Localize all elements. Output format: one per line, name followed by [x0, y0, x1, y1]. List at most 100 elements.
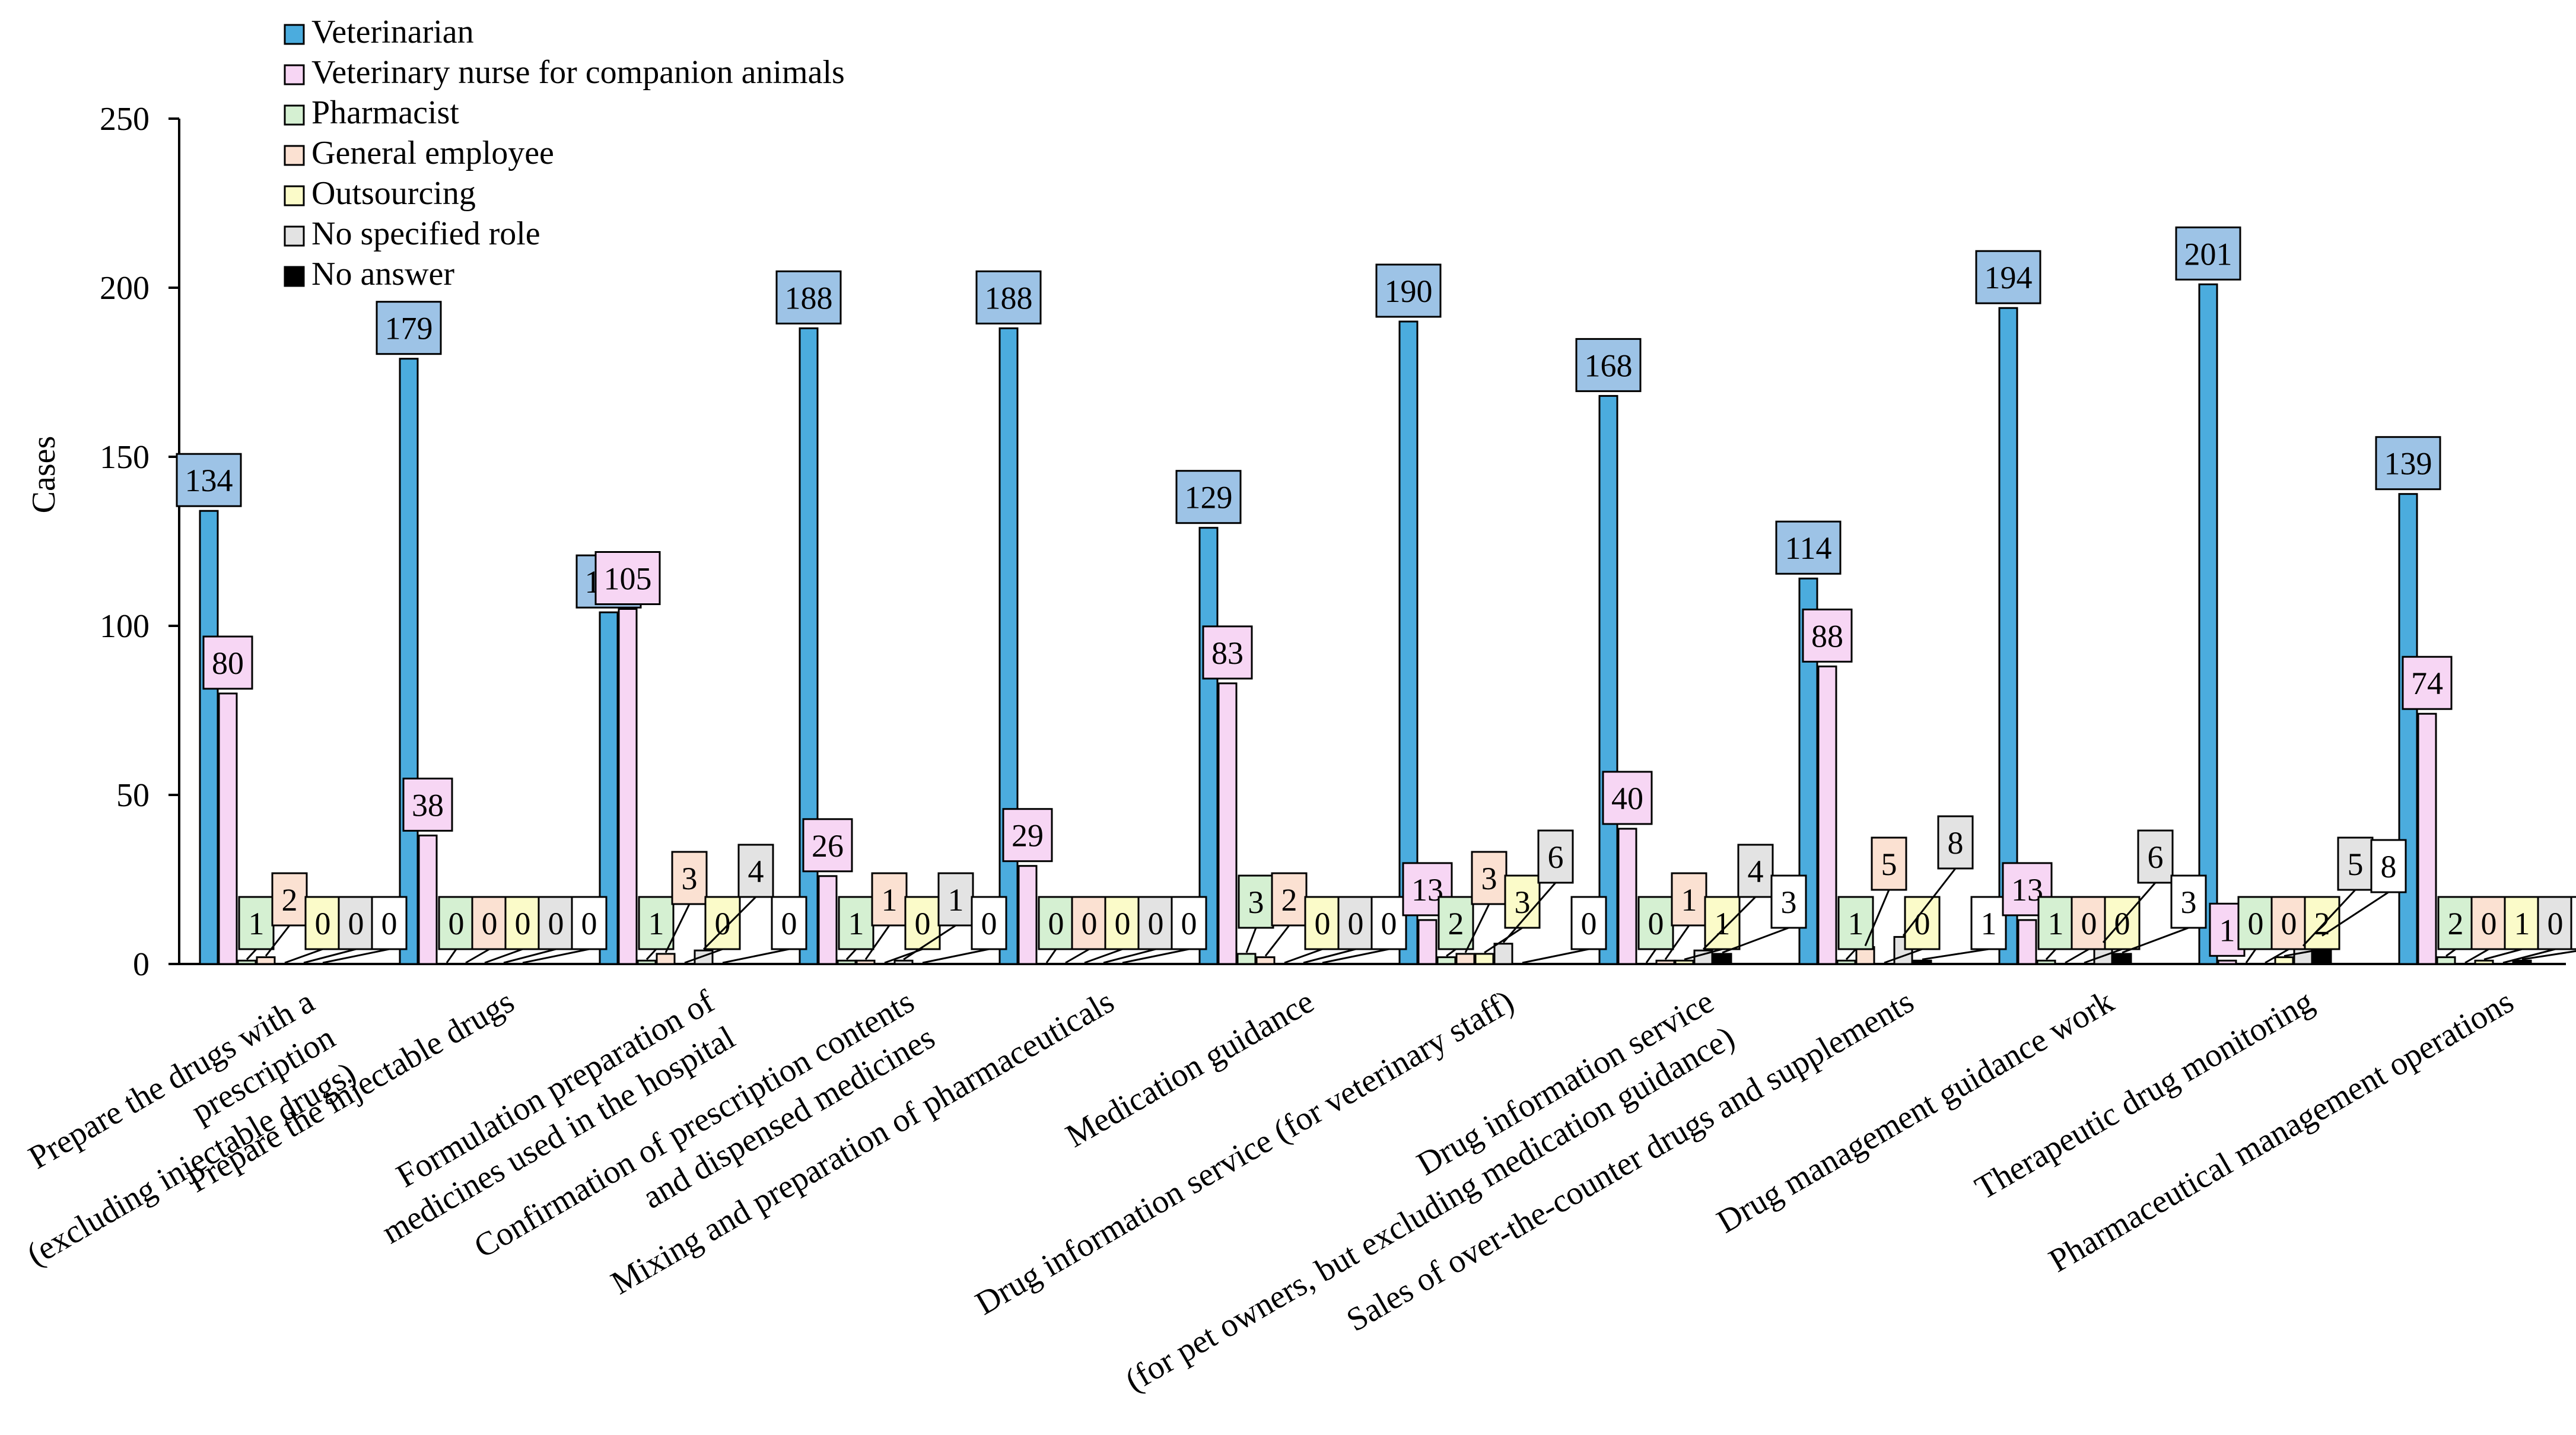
leader-line	[2321, 891, 2389, 937]
data-label-text: 0	[515, 906, 531, 941]
leader-line	[1884, 948, 1923, 964]
data-label-text: 1	[1681, 882, 1697, 918]
data-label: 0	[1122, 896, 1207, 964]
bar	[199, 510, 219, 965]
data-label: 0	[438, 896, 475, 963]
data-label: 0	[1522, 896, 1607, 964]
leader-line	[265, 925, 291, 957]
bar	[2274, 956, 2294, 965]
data-label: 5	[2302, 836, 2374, 947]
data-label-box	[771, 896, 807, 950]
data-label-box	[338, 896, 374, 950]
leader-line	[1684, 948, 1723, 960]
data-label: 0	[1084, 896, 1141, 964]
data-label-box	[1975, 250, 2041, 304]
data-label-box	[538, 896, 574, 950]
data-label-box	[1871, 836, 1907, 891]
bar	[1455, 953, 1475, 965]
leader-line	[684, 948, 723, 964]
data-label-text: 194	[1985, 260, 2033, 295]
bars	[199, 283, 2532, 965]
data-label-text: 80	[212, 645, 244, 681]
data-label: 129	[1175, 470, 1242, 524]
data-label-text: 3	[2181, 884, 2197, 920]
bar	[1836, 959, 1856, 965]
leader-line	[246, 948, 257, 960]
data-label-text: 0	[1181, 906, 1197, 941]
data-label-box	[1775, 520, 1842, 575]
leader-line	[1303, 948, 1356, 964]
data-label-box	[971, 896, 1007, 950]
data-label-box	[2470, 896, 2507, 950]
data-label-text: 1	[2514, 906, 2530, 941]
data-label-text: 29	[1012, 818, 1044, 854]
data-label-box	[1438, 896, 1474, 950]
leader-line	[702, 896, 757, 950]
data-label-text: 3	[682, 861, 698, 896]
data-label-text: 0	[449, 906, 465, 941]
data-label-text: 179	[385, 311, 433, 346]
data-label-text: 0	[1381, 906, 1397, 941]
data-label-text: 0	[348, 906, 364, 941]
data-label: 0	[1038, 896, 1074, 963]
leader-line	[1702, 896, 1757, 950]
data-label: 114	[1775, 520, 1842, 575]
data-label-text: 0	[915, 906, 931, 941]
leader-line	[2284, 948, 2323, 957]
leader-line	[2045, 948, 2057, 960]
bar	[1398, 320, 1419, 965]
legend-swatch	[284, 225, 305, 247]
leader-line	[1122, 948, 1190, 964]
data-label-text: 2	[282, 882, 298, 918]
data-label-text: 0	[1082, 906, 1098, 941]
bar	[656, 953, 676, 965]
leader-line	[2483, 948, 2523, 960]
bar	[1817, 665, 1837, 965]
leader-line	[1502, 882, 1557, 943]
legend-item: Pharmacist	[284, 94, 459, 131]
data-label: 8	[2321, 839, 2407, 937]
legend-item: No specified role	[284, 215, 540, 252]
leader-line	[503, 948, 556, 964]
data-label-box	[238, 896, 275, 950]
legend-swatch	[284, 64, 305, 85]
leader-line	[1464, 903, 1490, 953]
leader-line	[664, 903, 691, 953]
leader-line	[1902, 868, 1957, 937]
leader-line	[1045, 949, 1057, 963]
data-label-text: 74	[2411, 666, 2443, 701]
data-label: 0	[922, 896, 1007, 964]
data-label-text: 3	[1481, 861, 1497, 896]
data-label: 2	[265, 872, 308, 957]
bar	[694, 949, 714, 965]
leader-line	[1446, 948, 1456, 957]
leader-line	[522, 948, 590, 964]
data-label-box	[704, 896, 741, 950]
data-label: 4	[1702, 844, 1774, 950]
legend-swatch	[284, 145, 305, 166]
data-label: 201	[2175, 226, 2241, 281]
leader-line	[2464, 948, 2489, 964]
data-label: 6	[1502, 829, 1574, 943]
data-label-text: 1	[948, 882, 964, 918]
bar	[2017, 919, 2037, 965]
data-label-text: 6	[2148, 839, 2164, 875]
leader-line	[2521, 950, 2576, 960]
data-label-text: 1	[2219, 912, 2235, 948]
y-tick-label: 50	[116, 777, 150, 814]
legend-label: No answer	[311, 256, 454, 292]
data-label: 0	[303, 896, 374, 964]
data-label: 0	[1322, 896, 1407, 964]
leader-line	[1264, 925, 1290, 957]
bar	[2198, 283, 2218, 965]
leader-line	[2084, 948, 2123, 964]
data-label: 1	[238, 896, 275, 960]
data-label-text: 134	[185, 463, 233, 498]
data-label: 1	[2521, 896, 2576, 960]
bar	[2474, 959, 2494, 965]
category-labels: Prepare the drugs with aprescription(exc…	[21, 983, 2520, 1399]
data-label-box	[1904, 896, 1941, 950]
data-label-box	[1238, 874, 1274, 929]
data-label-text: 0	[482, 906, 498, 941]
